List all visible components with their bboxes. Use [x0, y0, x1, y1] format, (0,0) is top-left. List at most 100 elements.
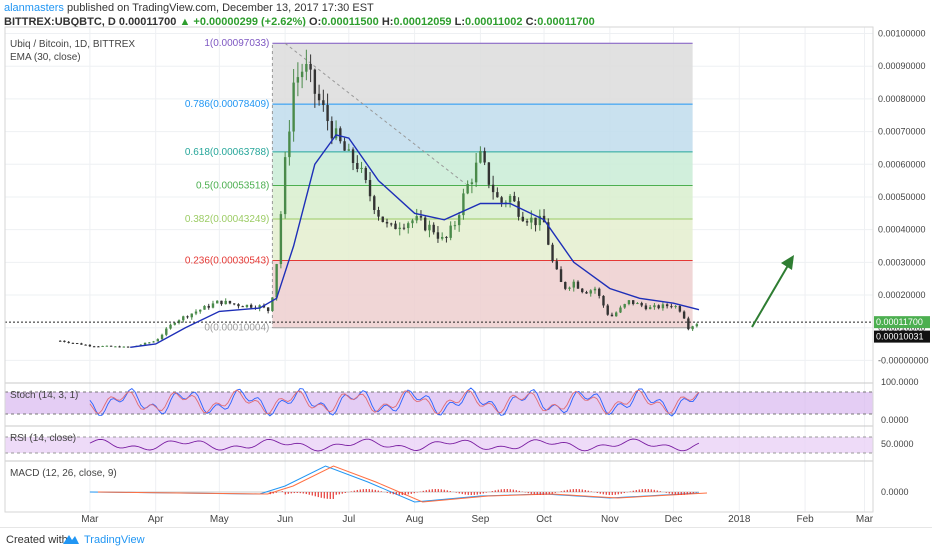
candle-body [220, 300, 223, 305]
candle-body [661, 304, 665, 309]
candle-body [309, 63, 312, 70]
candle-body [402, 227, 406, 229]
candle-body [97, 346, 100, 348]
candle-body [559, 269, 563, 282]
candle-body [211, 303, 215, 308]
y-tick-label: 0.00050000 [878, 192, 926, 202]
fibonacci-retracement[interactable]: 1(0.00097033) 0.786(0.00078409) 0.618(0.00… [185, 38, 693, 334]
candle-body [190, 313, 193, 318]
chart-area[interactable]: 1(0.00097033) 0.786(0.00078409) 0.618(0.00… [0, 0, 932, 527]
candle-body [555, 261, 558, 270]
fib-zone [272, 151, 693, 186]
candle-body [648, 307, 652, 310]
candle-body [615, 312, 618, 317]
x-tick-label: Feb [796, 514, 814, 525]
rsi-pane-title: RSI (14, close) [10, 433, 76, 444]
candle-body [606, 305, 609, 315]
candle-body [411, 220, 414, 224]
fib-zone [272, 104, 693, 152]
candle-body [585, 292, 588, 294]
candle-body [381, 216, 384, 222]
candle-body [109, 345, 113, 347]
candle-body [182, 316, 185, 321]
candle-body [593, 288, 597, 291]
candle-body [88, 344, 92, 347]
price-label-box [874, 330, 930, 343]
y-tick-label: 0.00030000 [878, 257, 926, 267]
author-link[interactable]: alanmasters [4, 2, 64, 14]
fib-level-label: 0.382(0.00043249) [185, 214, 270, 225]
tradingview-brand[interactable]: TradingView [84, 534, 145, 546]
candle-body [203, 305, 206, 310]
candle-body [275, 264, 278, 298]
created-with: Created with [6, 534, 68, 546]
candle-body [279, 214, 283, 265]
x-tick-label: Aug [406, 514, 424, 525]
candle-body [105, 345, 109, 347]
candle-body [177, 320, 181, 323]
candle-body [415, 216, 418, 221]
plot-border [4, 26, 874, 513]
candle-body [385, 221, 389, 224]
candle-body [474, 162, 478, 183]
candle-body [453, 225, 457, 227]
candle-body [394, 223, 397, 230]
x-tick-label: 2018 [728, 514, 751, 525]
price-change: ▲ +0.00000299 (+2.62%) [179, 16, 306, 28]
fib-zone [272, 260, 693, 328]
candle-body [313, 69, 317, 94]
pane-tick-label: 50.0000 [881, 439, 914, 449]
candle-body [216, 300, 219, 304]
published-text: published on TradingView.com, December 1… [66, 2, 374, 14]
last-price: 0.00011700 [118, 16, 177, 28]
y-tick-label: 0.00040000 [878, 225, 926, 235]
low-value: 0.00011002 [465, 16, 523, 28]
candle-body [424, 217, 427, 231]
y-tick-label: 0.00080000 [878, 94, 926, 104]
candle-body [241, 306, 244, 308]
candle-body [390, 223, 393, 225]
candle-body [551, 244, 554, 262]
ema-line [130, 134, 700, 348]
candle-body [156, 339, 160, 342]
candle-body [67, 341, 70, 343]
candle-body [538, 215, 542, 226]
x-tick-label: Apr [148, 514, 164, 525]
candle-body [576, 281, 580, 289]
macd-pane-title: MACD (12, 26, close, 9) [10, 468, 117, 479]
candle-body [678, 306, 682, 312]
candle-body [245, 304, 249, 307]
publish-info: alanmasters published on TradingView.com… [4, 2, 374, 14]
candle-body [326, 105, 329, 122]
stoch-pane-title: Stoch (14, 3, 1) [10, 390, 78, 401]
candle-body [483, 151, 486, 163]
candle-body [288, 131, 291, 158]
y-tick-label: 0.00020000 [878, 290, 926, 300]
candle-body [296, 77, 300, 83]
y-tick-label: -0.00000000 [878, 355, 929, 365]
candle-body [695, 324, 699, 327]
x-tick-label: Mar [81, 514, 99, 525]
candle-body [237, 304, 240, 307]
candle-body [317, 93, 321, 101]
candle-body [126, 346, 130, 348]
x-tick-label: Sep [471, 514, 489, 525]
y-tick-label: 0.00100000 [878, 29, 926, 39]
open-value: 0.00011500 [321, 16, 379, 28]
candle-body [466, 184, 469, 194]
candle-body [148, 342, 151, 344]
fib-trend-line [284, 42, 466, 185]
x-tick-label: Jun [277, 514, 293, 525]
x-tick-label: Mar [856, 514, 874, 525]
close-value: 0.00011700 [537, 16, 595, 28]
ema-line-path [130, 134, 700, 348]
high-value: 0.00012059 [393, 16, 452, 28]
trend-arrow[interactable] [751, 255, 794, 328]
candle-body [305, 63, 308, 72]
candle-body [670, 306, 673, 308]
candle-body [266, 307, 270, 312]
x-tick-label: Dec [665, 514, 683, 525]
candle-body [199, 309, 202, 312]
symbol-label: BITTREX:UBQBTC, D [4, 16, 116, 28]
candle-body [598, 288, 601, 296]
